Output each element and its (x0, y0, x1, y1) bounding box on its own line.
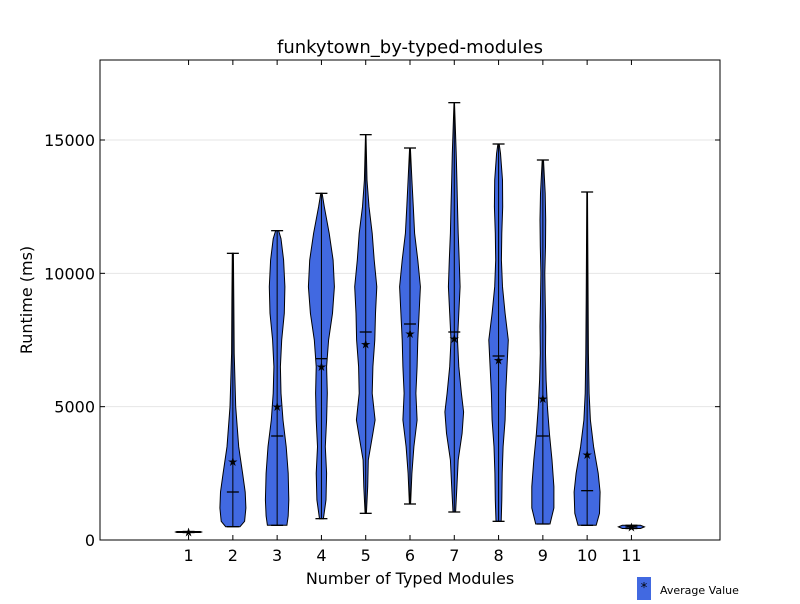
x-tick-label: 8 (493, 546, 503, 565)
legend-swatch (637, 577, 651, 600)
x-tick-label: 1 (183, 546, 193, 565)
mean-star-icon-8: ★ (494, 354, 504, 367)
mean-star-icon-5: ★ (361, 338, 371, 351)
y-tick-label: 10000 (44, 264, 95, 283)
mean-star-icon-11: ★ (626, 521, 636, 534)
y-tick-label: 0 (85, 531, 95, 550)
x-tick-label: 9 (538, 546, 548, 565)
legend-star-icon: * (641, 581, 648, 596)
mean-star-icon-6: ★ (405, 327, 415, 340)
x-tick-label: 2 (228, 546, 238, 565)
x-tick-label: 3 (272, 546, 282, 565)
x-tick-label: 10 (577, 546, 597, 565)
mean-star-icon-4: ★ (316, 361, 326, 374)
legend-label: Average Value (660, 584, 739, 597)
chart-title: funkytown_by-typed-modules (277, 37, 543, 58)
mean-star-icon-1: ★ (184, 526, 194, 539)
mean-star-icon-9: ★ (538, 393, 548, 406)
y-tick-label: 15000 (44, 131, 95, 150)
x-tick-label: 6 (405, 546, 415, 565)
mean-star-icon-10: ★ (582, 449, 592, 462)
mean-star-icon-7: ★ (449, 333, 459, 346)
x-axis-label: Number of Typed Modules (306, 569, 514, 588)
y-axis-label: Runtime (ms) (17, 246, 36, 354)
x-tick-label: 11 (621, 546, 641, 565)
axis-layer: 0 5000 10000 15000 1 2 3 4 5 6 7 8 9 10 11 (44, 60, 720, 565)
legend: * Average Value (637, 577, 739, 600)
x-tick-label: 7 (449, 546, 459, 565)
violin-layer: ★ ★ ★ ★ ★ ★ ★ ★ ★ ★ ★ (174, 102, 646, 539)
x-tick-label: 4 (316, 546, 326, 565)
x-tick-label: 5 (361, 546, 371, 565)
mean-star-icon-3: ★ (272, 401, 282, 414)
mean-star-icon-2: ★ (228, 455, 238, 468)
y-tick-label: 5000 (54, 398, 95, 417)
